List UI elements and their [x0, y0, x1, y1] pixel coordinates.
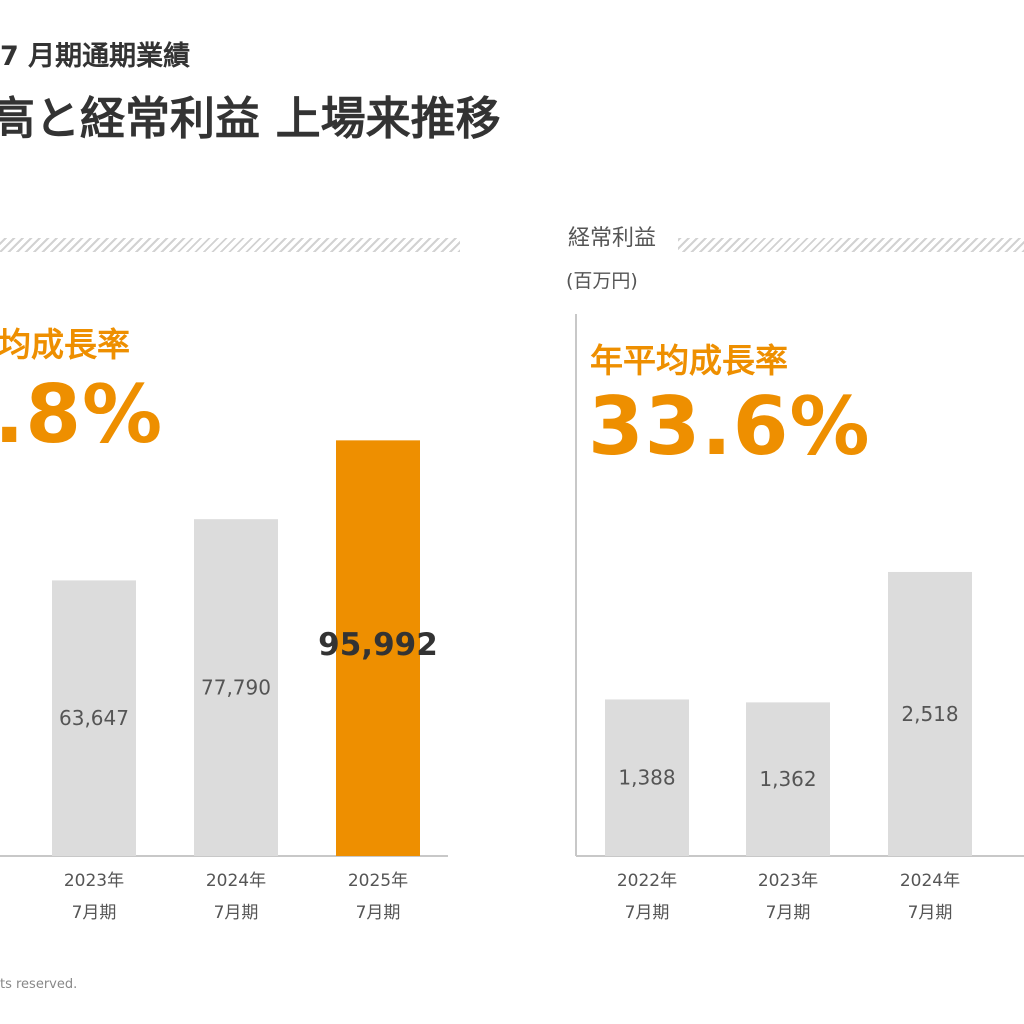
left-bar-2: [194, 519, 278, 856]
left-cagr-value: .8%: [0, 368, 164, 461]
right-panel-hatch-divider: [678, 238, 1024, 252]
left-bar-3-value-label: 95,992: [318, 627, 438, 663]
right-bar-3: [888, 571, 972, 856]
right-cagr-label: 年平均成長率: [590, 341, 788, 380]
left-bar-1: [52, 580, 136, 856]
left-x-tick-2-line-2: 7月期: [214, 903, 259, 923]
left-cagr-label: 均成長率: [0, 325, 130, 364]
right-x-tick-1-line-2: 7月期: [625, 903, 670, 923]
right-bar-2: [746, 702, 830, 856]
right-panel-title: 経常利益: [568, 226, 657, 251]
left-x-tick-1-line-2: 7月期: [72, 903, 117, 923]
right-bar-3-value-label: 2,518: [901, 702, 958, 726]
left-panel-hatch-divider: [0, 238, 460, 252]
left-bar-2-value-label: 77,790: [201, 676, 271, 700]
right-bar-2-value-label: 1,362: [759, 767, 816, 791]
left-bar-3: [336, 440, 420, 856]
left-bar-1-value-label: 63,647: [59, 706, 129, 730]
right-unit-label: (百万円): [566, 270, 638, 292]
footer-copyright: ts reserved.: [0, 977, 78, 992]
right-x-tick-1-line-1: 2022年: [617, 871, 677, 891]
right-x-tick-2-line-2: 7月期: [766, 903, 811, 923]
page-title: 高と経常利益 上場来推移: [0, 92, 501, 145]
page-subtitle: 7 月期通期業績: [0, 41, 191, 72]
right-bar-1-value-label: 1,388: [618, 766, 675, 790]
right-cagr-value: 33.6%: [588, 380, 871, 473]
right-x-tick-2-line-1: 2023年: [758, 871, 818, 891]
left-x-tick-2-line-1: 2024年: [206, 871, 266, 891]
left-x-tick-1-line-1: 2023年: [64, 871, 124, 891]
right-x-tick-3-line-2: 7月期: [908, 903, 953, 923]
left-x-tick-3-line-1: 2025年: [348, 871, 408, 891]
left-x-tick-3-line-2: 7月期: [356, 903, 401, 923]
right-x-tick-3-line-1: 2024年: [900, 871, 960, 891]
right-bar-1: [605, 699, 689, 856]
